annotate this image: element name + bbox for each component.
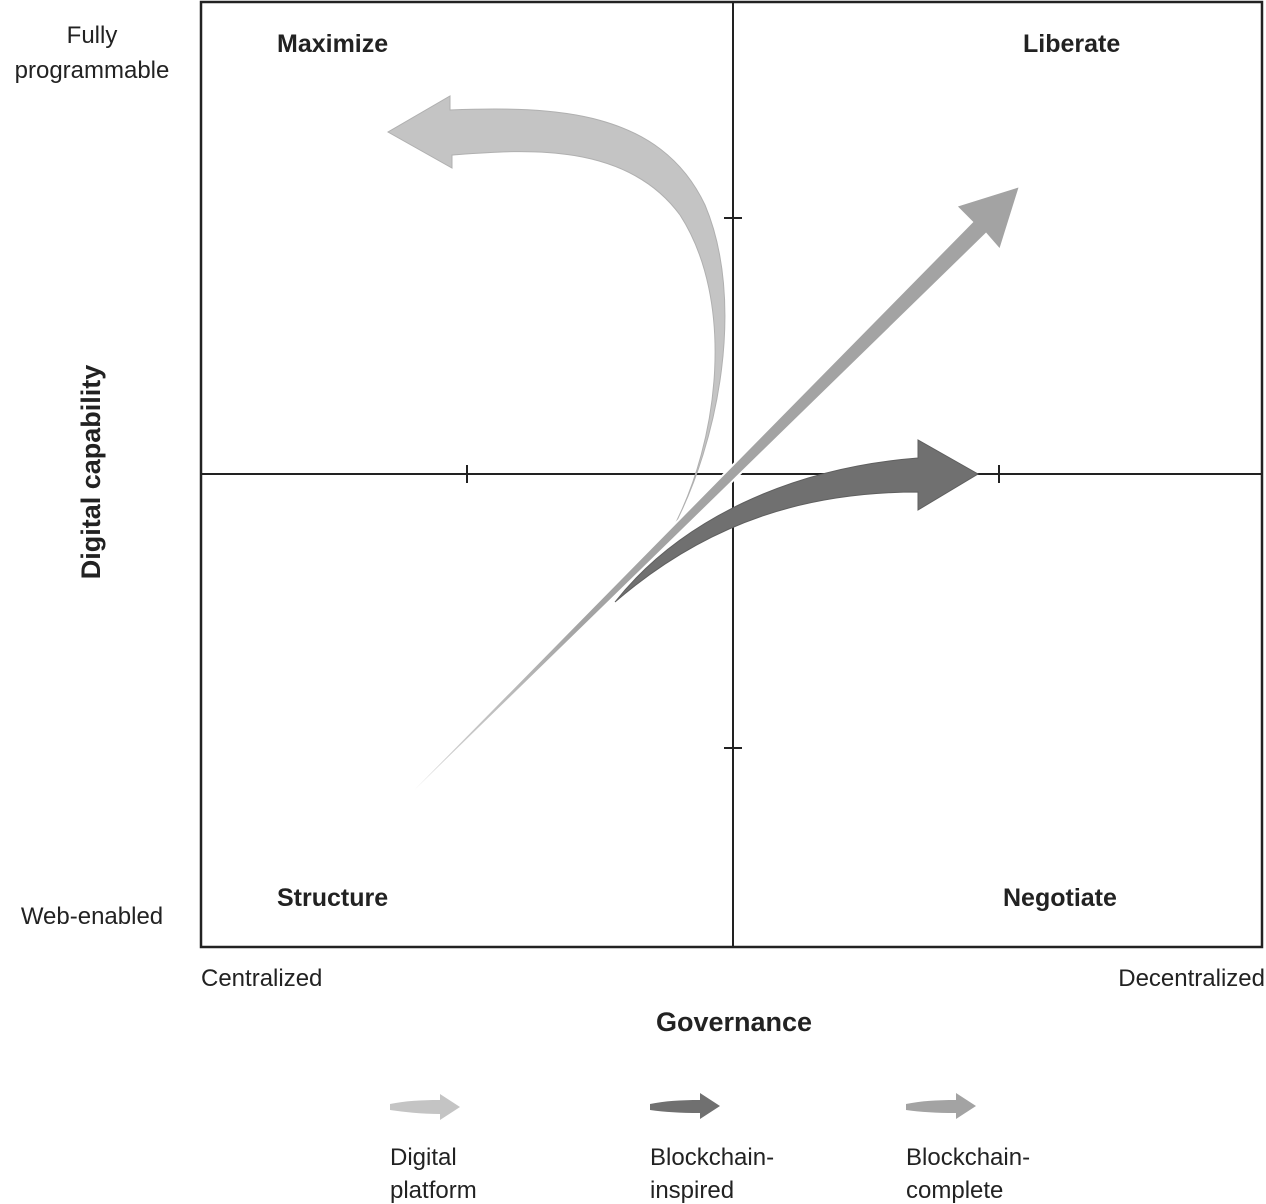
x-axis-title: Governance (656, 1007, 812, 1037)
quadrant-label-negotiate: Negotiate (1003, 884, 1117, 912)
quadrant-label-structure: Structure (277, 884, 388, 912)
y-axis-bottom-label: Web-enabled (21, 903, 163, 930)
legend: Digital platform Blockchain- inspired Bl… (390, 1093, 1030, 1204)
legend-item-blockchain-inspired: Blockchain- inspired (650, 1093, 774, 1204)
blockchain-complete-arrow (343, 184, 1022, 861)
blockchain-inspired-arrow (614, 439, 979, 603)
y-axis-top-label-line1: Fully (67, 22, 118, 49)
legend-label-blockchain-inspired-line1: Blockchain- (650, 1144, 774, 1171)
y-axis-top-label-line2: programmable (15, 57, 170, 84)
digital-platform-arrow (386, 95, 726, 531)
legend-item-digital-platform: Digital platform (390, 1094, 477, 1204)
legend-item-blockchain-complete: Blockchain- complete (906, 1093, 1030, 1204)
y-axis-title: Digital capability (76, 365, 106, 580)
quadrant-label-liberate: Liberate (1023, 30, 1120, 58)
legend-swatch-blockchain-complete (906, 1093, 976, 1119)
x-axis-right-label: Decentralized (1118, 965, 1265, 992)
legend-label-blockchain-inspired-line2: inspired (650, 1177, 734, 1204)
legend-label-digital-platform-line2: platform (390, 1177, 477, 1204)
legend-label-blockchain-complete-line1: Blockchain- (906, 1144, 1030, 1171)
x-axis-left-label: Centralized (201, 965, 322, 992)
legend-label-digital-platform-line1: Digital (390, 1144, 457, 1171)
legend-swatch-blockchain-inspired (650, 1093, 720, 1119)
quadrant-label-maximize: Maximize (277, 30, 388, 58)
tick-marks (466, 217, 1000, 749)
legend-swatch-digital-platform (390, 1094, 460, 1120)
legend-label-blockchain-complete-line2: complete (906, 1177, 1003, 1204)
